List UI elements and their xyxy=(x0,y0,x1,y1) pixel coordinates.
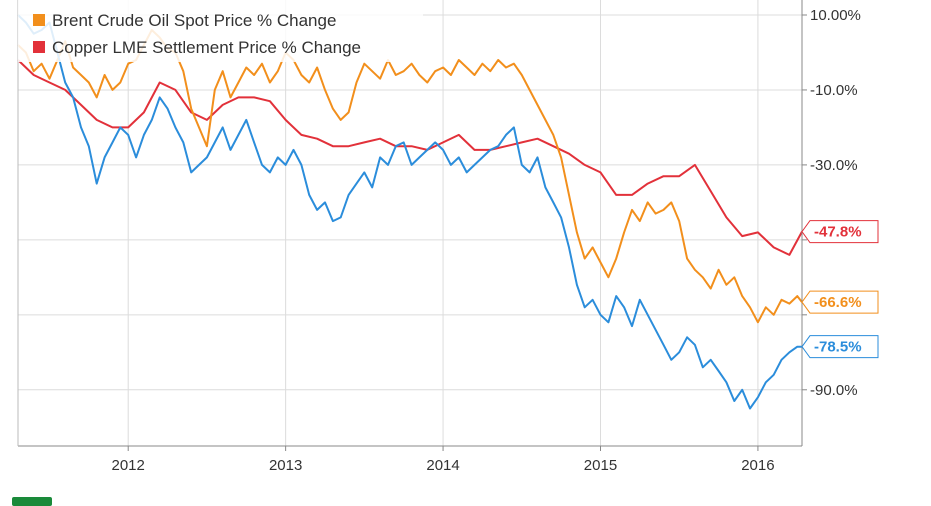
grid xyxy=(18,0,802,446)
end-label-0: -66.6% xyxy=(801,290,879,314)
x-tick-label: 2013 xyxy=(269,457,302,474)
end-label-1: -47.8% xyxy=(801,220,879,244)
axes: 10.00% -10.0% -30.0% -90.0% 2012 2013 2014 2015… xyxy=(17,0,861,474)
y-tick-label: -90.0% xyxy=(810,382,858,399)
end-label-box xyxy=(801,290,879,314)
legend-swatch-copper xyxy=(33,41,45,53)
x-tick-label: 2016 xyxy=(741,457,774,474)
series-line-0 xyxy=(17,29,803,324)
end-label-2: -78.5% xyxy=(801,335,879,359)
series-line-1 xyxy=(17,59,803,256)
y-tick-label: 10.00% xyxy=(810,7,861,24)
series-line-2 xyxy=(17,14,802,410)
legend-label-copper: Copper LME Settlement Price % Change xyxy=(52,38,361,57)
legend-label-brent: Brent Crude Oil Spot Price % Change xyxy=(52,11,336,30)
series-lines xyxy=(17,14,803,410)
end-label-text: -78.5% xyxy=(814,339,862,356)
brand-logo xyxy=(12,497,52,506)
legend: Brent Crude Oil Spot Price % Change Copp… xyxy=(18,0,423,62)
legend-swatch-brent xyxy=(33,14,45,26)
legend-box xyxy=(18,0,423,62)
x-tick-label: 2012 xyxy=(112,457,145,474)
y-tick-label: -30.0% xyxy=(810,157,858,174)
end-labels: -66.6% -47.8% -78.5% xyxy=(801,220,879,359)
end-label-box xyxy=(801,335,879,359)
y-tick-label: -10.0% xyxy=(810,82,858,99)
x-tick-label: 2014 xyxy=(426,457,459,474)
end-label-text: -66.6% xyxy=(814,294,862,311)
end-label-text: -47.8% xyxy=(814,224,862,241)
end-label-box xyxy=(801,220,879,244)
x-tick-label: 2015 xyxy=(584,457,617,474)
